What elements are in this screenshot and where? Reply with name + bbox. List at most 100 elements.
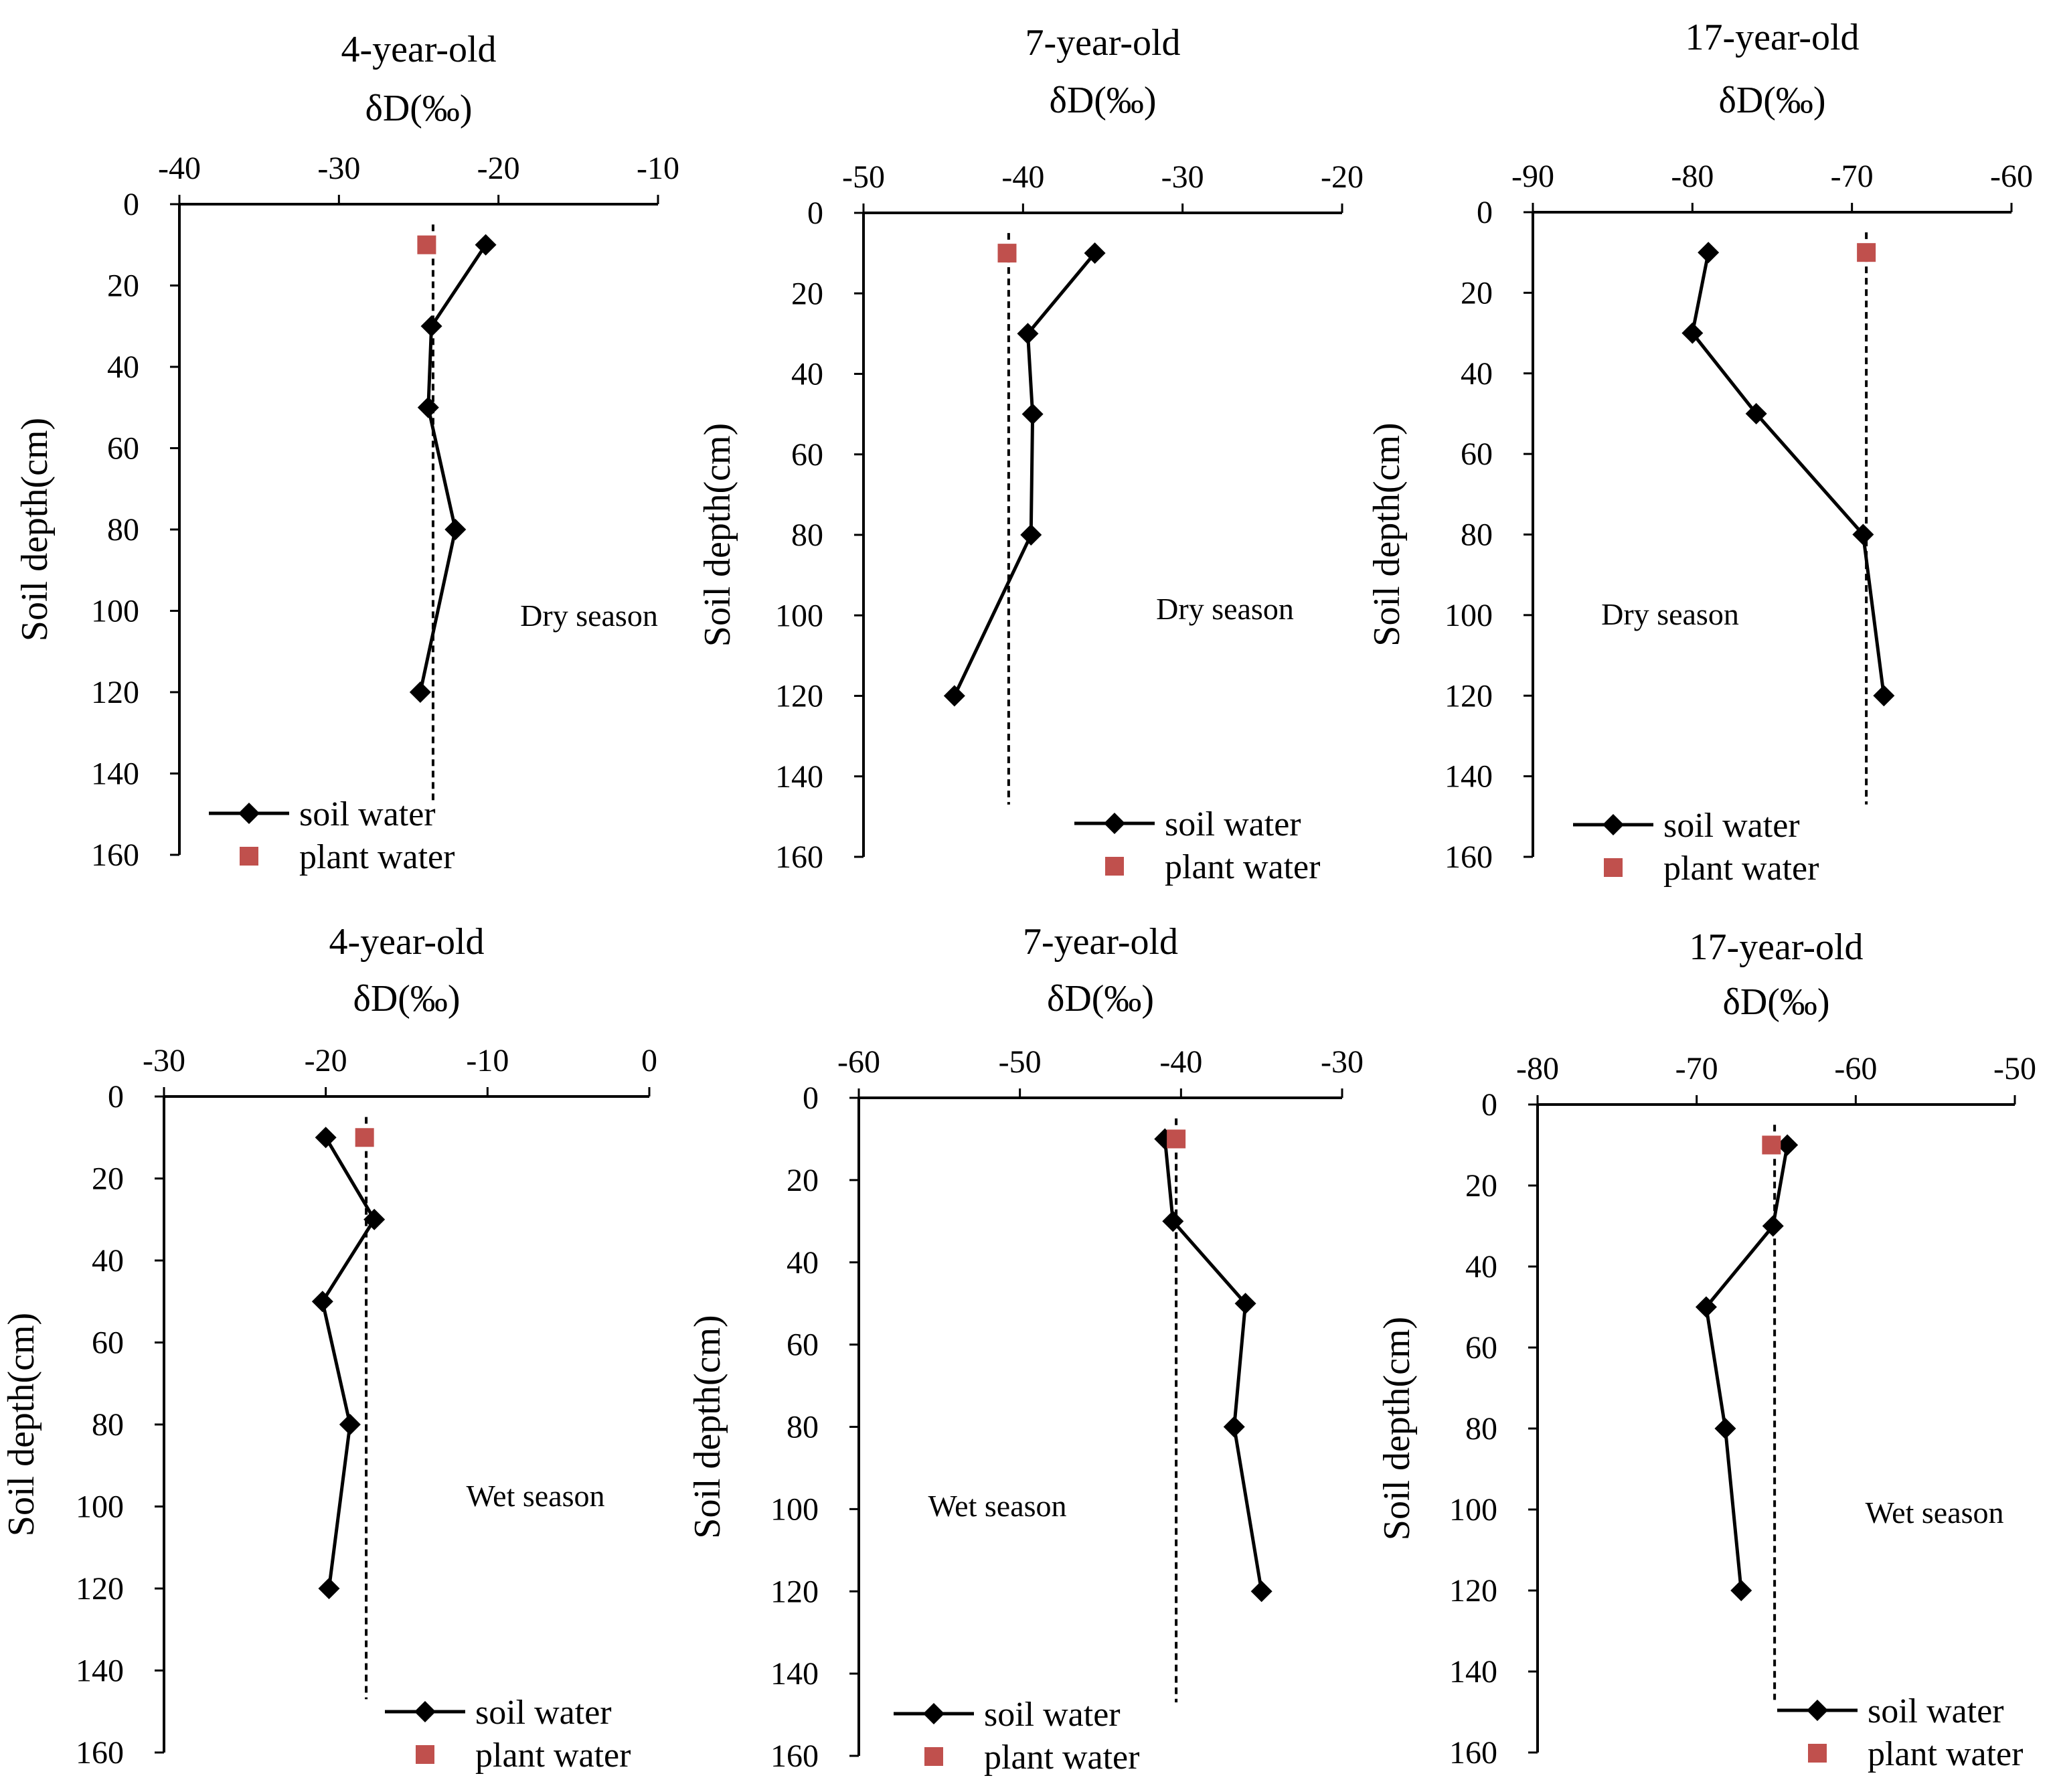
x-tick-label: -70 (1831, 159, 1874, 194)
x-axis-label: δD(‰) (1047, 978, 1154, 1020)
x-tick-label: -60 (1990, 159, 2033, 194)
soil-water-point (943, 685, 965, 707)
soil-water-point (417, 396, 439, 418)
y-tick-label: 40 (107, 349, 139, 385)
legend-plant-water-marker (1105, 857, 1124, 876)
x-tick-label: -60 (837, 1044, 880, 1080)
chart-panel-1: 4-year-old δD(‰) Soil depth(cm) -40 -30 -20 -1… (14, 29, 679, 876)
legend-plant-water-label: plant water (1663, 849, 1819, 888)
soil-water-line (953, 252, 1096, 697)
y-tick-label: 140 (1445, 759, 1493, 795)
x-tick-label: -20 (1321, 159, 1364, 195)
y-tick-label: 0 (1481, 1087, 1497, 1123)
x-tick-label: -60 (1834, 1051, 1877, 1086)
plant-water-point (997, 244, 1017, 263)
chart-title: 17-year-old (1685, 17, 1859, 58)
x-tick-label: -20 (477, 151, 520, 186)
soil-water-point (1777, 1134, 1799, 1156)
soil-water-point (1714, 1418, 1736, 1439)
legend-soil-water-marker (238, 803, 260, 824)
plant-water-point (417, 235, 436, 254)
plant-water-point (1167, 1129, 1186, 1149)
x-tick-label: -50 (999, 1044, 1042, 1080)
y-tick-label: 40 (1465, 1249, 1497, 1285)
x-tick-label: -30 (1321, 1044, 1364, 1080)
chart-panel-3: 17-year-old δD(‰) Soil depth(cm) -90 -80 -70 -… (1366, 17, 2033, 888)
y-tick-label: 120 (775, 679, 823, 714)
plant-water-point (1857, 243, 1876, 262)
y-tick-label: 80 (1465, 1411, 1497, 1447)
y-tick-label: 0 (108, 1079, 124, 1115)
soil-water-point (420, 315, 442, 337)
soil-water-point (409, 681, 431, 703)
x-tick-label: 0 (641, 1043, 657, 1078)
chart-panel-6: 17-year-old δD(‰) Soil depth(cm) -80 -70 -60 -… (1376, 926, 2036, 1773)
soil-water-point (1021, 403, 1044, 425)
soil-water-point (1745, 402, 1767, 424)
soil-water-point (1250, 1580, 1272, 1603)
x-tick-label: -90 (1511, 159, 1554, 194)
legend-plant-water-marker (240, 847, 258, 866)
chart-title: 17-year-old (1689, 926, 1863, 968)
y-axis-label: Soil depth(cm) (687, 1315, 728, 1538)
legend-soil-water-label: soil water (1165, 805, 1301, 843)
soil-water-point (1852, 523, 1874, 546)
y-tick-label: 120 (770, 1574, 819, 1609)
x-tick-label: -50 (1993, 1051, 2036, 1086)
y-tick-label: 40 (787, 1245, 819, 1281)
y-tick-label: 60 (92, 1325, 124, 1361)
soil-water-point (1223, 1416, 1245, 1438)
y-tick-label: 100 (76, 1489, 124, 1525)
y-tick-label: 80 (791, 517, 823, 553)
chart-panel-2: 7-year-old δD(‰) Soil depth(cm) -50 -40 -30 -2… (697, 22, 1364, 886)
soil-water-point (475, 234, 497, 256)
x-tick-label: -10 (637, 151, 679, 186)
x-tick-label: -20 (305, 1043, 347, 1078)
chart-title: 4-year-old (329, 921, 484, 963)
plant-water-point (1762, 1135, 1781, 1155)
soil-water-point (1695, 1296, 1717, 1318)
y-tick-label: 0 (807, 195, 823, 231)
soil-water-point (339, 1414, 361, 1435)
soil-water-point (1020, 524, 1042, 546)
legend-soil-water-marker (1807, 1700, 1828, 1721)
season-label: Wet season (1865, 1495, 2003, 1530)
soil-water-point (1681, 322, 1704, 344)
x-axis-label: δD(‰) (1049, 80, 1156, 121)
x-tick-label: -10 (466, 1043, 509, 1078)
x-axis-label: δD(‰) (365, 88, 472, 129)
y-tick-label: 20 (107, 268, 139, 304)
y-axis-label: Soil depth(cm) (14, 418, 56, 641)
y-tick-label: 120 (1445, 678, 1493, 714)
legend-soil-water-marker (923, 1703, 944, 1724)
chart-title: 7-year-old (1023, 921, 1178, 963)
y-tick-label: 100 (91, 594, 139, 629)
y-tick-label: 160 (1449, 1735, 1497, 1771)
legend-soil-water-marker (414, 1701, 436, 1722)
y-axis-label: Soil depth(cm) (1366, 422, 1408, 646)
y-tick-label: 40 (791, 357, 823, 392)
legend-plant-water-label: plant water (299, 838, 455, 876)
legend-soil-water-label: soil water (1868, 1692, 2004, 1730)
x-tick-label: -40 (1159, 1044, 1202, 1080)
chart-title: 4-year-old (341, 29, 496, 70)
y-tick-label: 60 (107, 431, 139, 467)
x-axis-label: δD(‰) (353, 978, 460, 1020)
y-axis-label: Soil depth(cm) (1376, 1317, 1418, 1540)
y-tick-label: 80 (1461, 517, 1493, 553)
soil-water-point (1234, 1293, 1256, 1315)
y-tick-label: 20 (1465, 1168, 1497, 1204)
chart-panel-5: 7-year-old δD(‰) Soil depth(cm) -60 -50 -40 -3… (687, 921, 1364, 1777)
y-tick-label: 80 (787, 1410, 819, 1445)
y-tick-label: 60 (1465, 1330, 1497, 1366)
legend-plant-water-label: plant water (984, 1738, 1139, 1777)
y-tick-label: 140 (76, 1653, 124, 1689)
y-tick-label: 140 (91, 756, 139, 792)
y-tick-label: 60 (791, 437, 823, 473)
y-tick-label: 100 (775, 598, 823, 633)
y-tick-label: 100 (1449, 1492, 1497, 1528)
season-label: Dry season (1156, 592, 1294, 626)
soil-water-point (1762, 1215, 1784, 1237)
soil-water-point (363, 1208, 386, 1230)
